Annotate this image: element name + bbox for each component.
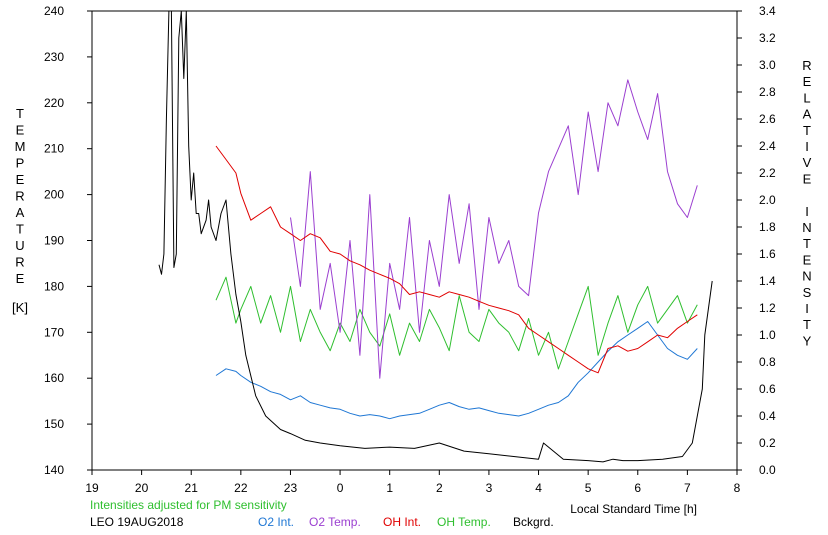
y-right-label-letter: E	[803, 252, 812, 267]
series-line-oh-int	[215, 145, 698, 374]
y-axis-left-unit: [K]	[12, 300, 28, 315]
y-right-tick-label: 0.2	[759, 436, 776, 450]
x-tick-label: 23	[284, 481, 298, 495]
y-right-label-letter: Y	[803, 333, 812, 348]
y-right-label-letter: I	[805, 301, 809, 316]
series-line-o2-int	[215, 321, 698, 420]
x-tick-label: 7	[684, 481, 691, 495]
y-right-tick-label: 2.2	[759, 166, 776, 180]
x-tick-label: 20	[135, 481, 149, 495]
y-left-tick-label: 180	[44, 279, 64, 293]
y-right-label-letter: A	[803, 107, 812, 122]
series-line-o2-temp	[290, 79, 698, 379]
y-right-tick-label: 0.8	[759, 355, 776, 369]
y-right-tick-label: 0.6	[759, 382, 776, 396]
y-left-tick-label: 170	[44, 325, 64, 339]
y-right-label-letter: T	[803, 123, 811, 138]
y-left-label-letter: T	[16, 222, 24, 237]
y-right-label-letter: T	[803, 236, 811, 251]
y-left-tick-label: 210	[44, 142, 64, 156]
y-right-label-letter: L	[803, 90, 810, 105]
x-tick-label: 6	[634, 481, 641, 495]
x-tick-label: 5	[585, 481, 592, 495]
y-left-tick-label: 240	[44, 4, 64, 18]
y-left-label-letter: E	[16, 172, 25, 187]
y-right-label-letter: E	[803, 74, 812, 89]
y-right-tick-label: 1.0	[759, 328, 776, 342]
y-left-tick-label: 190	[44, 234, 64, 248]
legend-item-oh-temp: OH Temp.	[437, 515, 491, 529]
y-right-tick-label: 1.6	[759, 247, 776, 261]
x-tick-label: 2	[436, 481, 443, 495]
y-left-tick-label: 220	[44, 96, 64, 110]
y-right-tick-label: 3.2	[759, 31, 776, 45]
plot-frame	[91, 10, 738, 471]
y-left-label-letter: R	[15, 189, 24, 204]
y-right-tick-label: 3.4	[759, 4, 776, 18]
y-axis-right: 0.0 0.2 0.4 0.6 0.8 1.0 1.2 1.4 1.6 1.8 2.0 2.2 2.4 2…	[737, 4, 776, 477]
legend: O2 Int. O2 Temp. OH Int. OH Temp. Bckgrd.	[258, 515, 554, 529]
y-right-tick-label: 3.0	[759, 58, 776, 72]
legend-item-o2-temp: O2 Temp.	[309, 515, 361, 529]
x-tick-label: 19	[85, 481, 99, 495]
y-left-label-letter: T	[16, 106, 24, 121]
x-tick-label: 4	[535, 481, 542, 495]
x-axis-label: Local Standard Time [h]	[570, 502, 697, 516]
y-axis-left: 140 150 160 170 180 190 200 210 220 230 240	[44, 4, 92, 477]
footer-note: Intensities adjusted for PM sensitivity	[90, 498, 287, 512]
x-tick-label: 1	[386, 481, 393, 495]
y-left-label-letter: U	[15, 238, 24, 253]
legend-item-bckgrd: Bckgrd.	[513, 515, 554, 529]
x-tick-label: 3	[486, 481, 493, 495]
y-right-label-letter: E	[803, 171, 812, 186]
y-left-tick-label: 150	[44, 417, 64, 431]
y-left-tick-label: 230	[44, 50, 64, 64]
y-right-tick-label: 0.0	[759, 463, 776, 477]
y-right-tick-label: 2.4	[759, 139, 776, 153]
y-right-label-letter: S	[803, 285, 812, 300]
y-left-tick-label: 160	[44, 371, 64, 385]
y-right-label-letter: T	[803, 317, 811, 332]
y-right-label-letter: V	[803, 155, 812, 170]
y-left-label-letter: M	[15, 139, 26, 154]
series-line-bckgrd	[158, 10, 713, 463]
y-right-tick-label: 0.4	[759, 409, 776, 423]
y-right-tick-label: 1.8	[759, 220, 776, 234]
y-left-label-letter: R	[15, 255, 24, 270]
series-line-oh-temp	[215, 276, 698, 370]
x-axis: 19 20 21 22 23 0 1 2 3 4 5 6 7 8	[85, 470, 741, 495]
y-right-tick-label: 2.6	[759, 112, 776, 126]
y-left-label-letter: E	[16, 123, 25, 138]
x-tick-label: 8	[734, 481, 741, 495]
y-left-label-letter: A	[16, 205, 25, 220]
y-right-label-letter: R	[802, 58, 811, 73]
y-left-tick-label: 140	[44, 463, 64, 477]
x-tick-label: 22	[234, 481, 248, 495]
y-right-tick-label: 1.2	[759, 301, 776, 315]
y-left-label-letter: E	[16, 271, 25, 286]
y-left-label-letter: P	[16, 156, 25, 171]
y-right-label-letter: N	[802, 220, 811, 235]
y-left-tick-label: 200	[44, 188, 64, 202]
legend-item-o2-int: O2 Int.	[258, 515, 294, 529]
y-right-tick-label: 2.8	[759, 85, 776, 99]
y-right-tick-label: 1.4	[759, 274, 776, 288]
y-right-label-letter: N	[802, 269, 811, 284]
legend-item-oh-int: OH Int.	[383, 515, 421, 529]
station-date: LEO 19AUG2018	[90, 515, 184, 529]
y-right-tick-label: 2.0	[759, 193, 776, 207]
x-tick-label: 21	[185, 481, 199, 495]
y-right-label-letter: I	[805, 139, 809, 154]
series-layer	[158, 10, 713, 463]
x-tick-label: 0	[337, 481, 344, 495]
y-right-label-letter: I	[805, 204, 809, 219]
